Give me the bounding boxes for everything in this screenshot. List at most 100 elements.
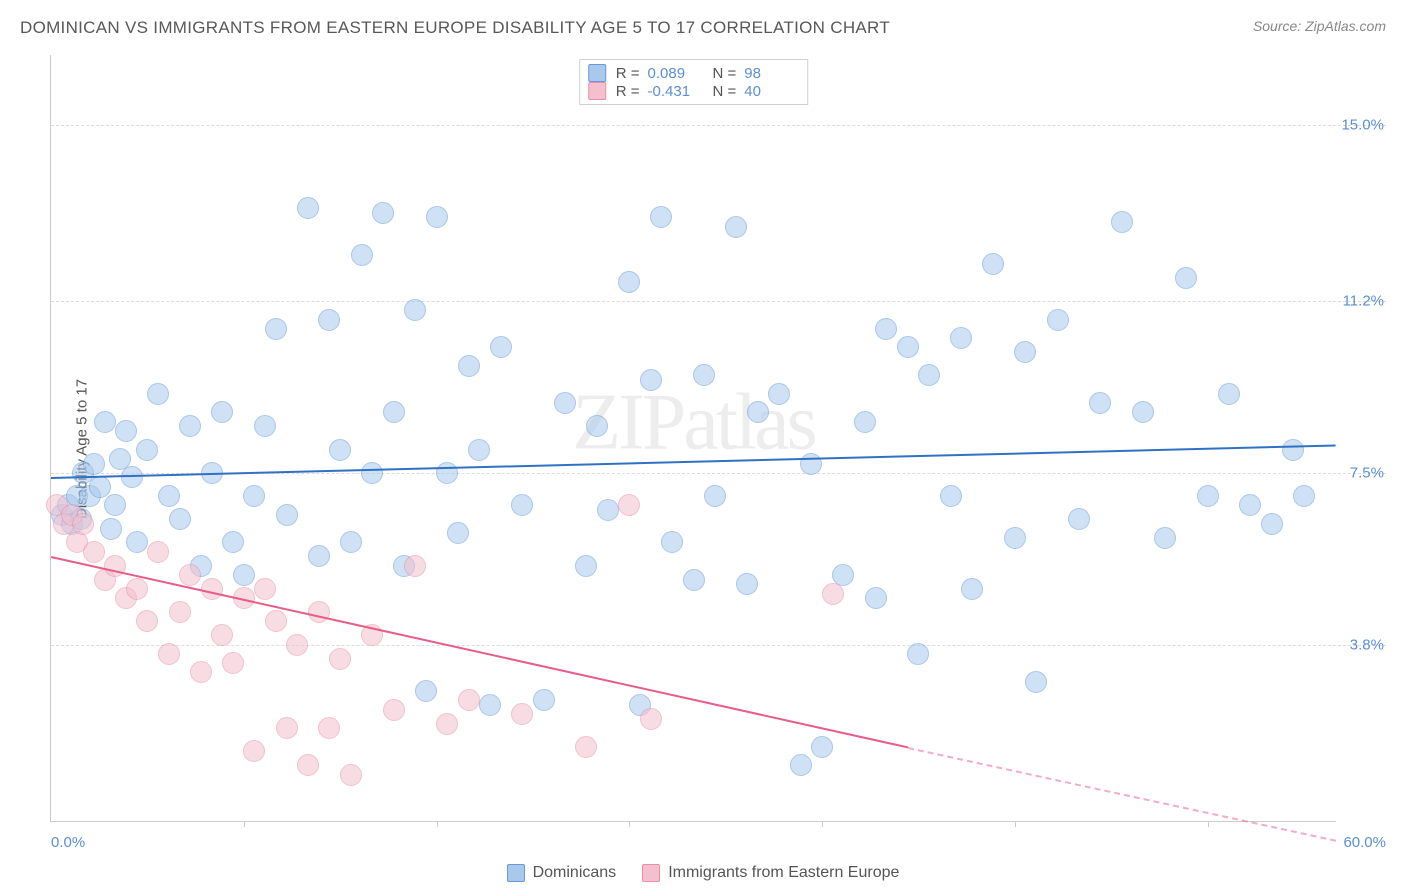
scatter-point — [1014, 341, 1036, 363]
scatter-point — [254, 578, 276, 600]
scatter-point — [640, 708, 662, 730]
scatter-point — [436, 462, 458, 484]
scatter-point — [447, 522, 469, 544]
scatter-point — [661, 531, 683, 553]
scatter-point — [329, 648, 351, 670]
scatter-point — [179, 415, 201, 437]
scatter-point — [811, 736, 833, 758]
scatter-point — [361, 462, 383, 484]
x-tick — [244, 821, 245, 827]
scatter-point — [329, 439, 351, 461]
scatter-point — [1197, 485, 1219, 507]
scatter-point — [351, 244, 373, 266]
scatter-point — [511, 494, 533, 516]
scatter-point — [372, 202, 394, 224]
x-tick — [629, 821, 630, 827]
scatter-point — [907, 643, 929, 665]
scatter-point — [1175, 267, 1197, 289]
scatter-point — [233, 564, 255, 586]
legend-swatch — [642, 864, 660, 882]
scatter-point — [383, 699, 405, 721]
scatter-point — [147, 541, 169, 563]
chart-source: Source: ZipAtlas.com — [1253, 18, 1386, 34]
scatter-point — [136, 610, 158, 632]
scatter-point — [618, 271, 640, 293]
legend-row: R = -0.431 N = 40 — [588, 82, 800, 100]
scatter-point — [897, 336, 919, 358]
scatter-point — [640, 369, 662, 391]
scatter-point — [961, 578, 983, 600]
scatter-point — [318, 309, 340, 331]
r-label: R = — [616, 65, 640, 82]
scatter-point — [1132, 401, 1154, 423]
scatter-point — [554, 392, 576, 414]
gridline — [51, 301, 1386, 302]
scatter-point — [158, 643, 180, 665]
scatter-point — [725, 216, 747, 238]
scatter-point — [404, 555, 426, 577]
scatter-point — [190, 661, 212, 683]
scatter-point — [479, 694, 501, 716]
scatter-point — [297, 197, 319, 219]
n-label: N = — [713, 65, 737, 82]
scatter-point — [243, 740, 265, 762]
scatter-point — [179, 564, 201, 586]
scatter-point — [254, 415, 276, 437]
scatter-point — [426, 206, 448, 228]
scatter-point — [115, 420, 137, 442]
scatter-point — [768, 383, 790, 405]
scatter-point — [276, 504, 298, 526]
scatter-point — [147, 383, 169, 405]
scatter-point — [1025, 671, 1047, 693]
n-value: 40 — [744, 83, 799, 100]
x-axis-max-label: 60.0% — [1343, 834, 1386, 851]
scatter-point — [72, 513, 94, 535]
legend-item: Immigrants from Eastern Europe — [642, 864, 899, 882]
scatter-point — [158, 485, 180, 507]
scatter-point — [693, 364, 715, 386]
x-tick — [1208, 821, 1209, 827]
scatter-point — [511, 703, 533, 725]
y-tick-label: 3.8% — [1350, 636, 1384, 653]
x-tick — [437, 821, 438, 827]
legend-row: R =0.089N =98 — [588, 64, 800, 82]
r-value: -0.431 — [648, 83, 703, 100]
gridline — [51, 125, 1386, 126]
scatter-point — [1261, 513, 1283, 535]
scatter-point — [340, 531, 362, 553]
scatter-point — [533, 689, 555, 711]
scatter-point — [575, 555, 597, 577]
scatter-point — [276, 717, 298, 739]
scatter-point — [222, 531, 244, 553]
scatter-point — [211, 401, 233, 423]
scatter-point — [265, 318, 287, 340]
legend-item: Dominicans — [507, 864, 617, 882]
scatter-point — [468, 439, 490, 461]
scatter-point — [490, 336, 512, 358]
scatter-point — [982, 253, 1004, 275]
r-label: R = — [616, 83, 640, 100]
legend-swatch — [588, 82, 606, 100]
plot-area: ZIPatlas R =0.089N =98R =-0.431N =40 0.0… — [50, 55, 1336, 822]
scatter-point — [201, 578, 223, 600]
scatter-point — [650, 206, 672, 228]
scatter-point — [436, 713, 458, 735]
trend-line-extrapolated — [907, 747, 1336, 842]
scatter-point — [854, 411, 876, 433]
scatter-point — [800, 453, 822, 475]
scatter-point — [950, 327, 972, 349]
n-label: N = — [713, 83, 737, 100]
scatter-point — [83, 453, 105, 475]
scatter-point — [822, 583, 844, 605]
scatter-point — [747, 401, 769, 423]
scatter-point — [211, 624, 233, 646]
scatter-point — [308, 545, 330, 567]
scatter-point — [1154, 527, 1176, 549]
scatter-point — [458, 689, 480, 711]
scatter-point — [586, 415, 608, 437]
n-value: 98 — [744, 65, 799, 82]
correlation-legend: R =0.089N =98R =-0.431N =40 — [579, 59, 809, 105]
y-tick-label: 15.0% — [1341, 116, 1384, 133]
chart-container: Disability Age 5 to 17 ZIPatlas R =0.089… — [40, 55, 1386, 842]
series-legend: Dominicans Immigrants from Eastern Europe — [0, 864, 1406, 882]
